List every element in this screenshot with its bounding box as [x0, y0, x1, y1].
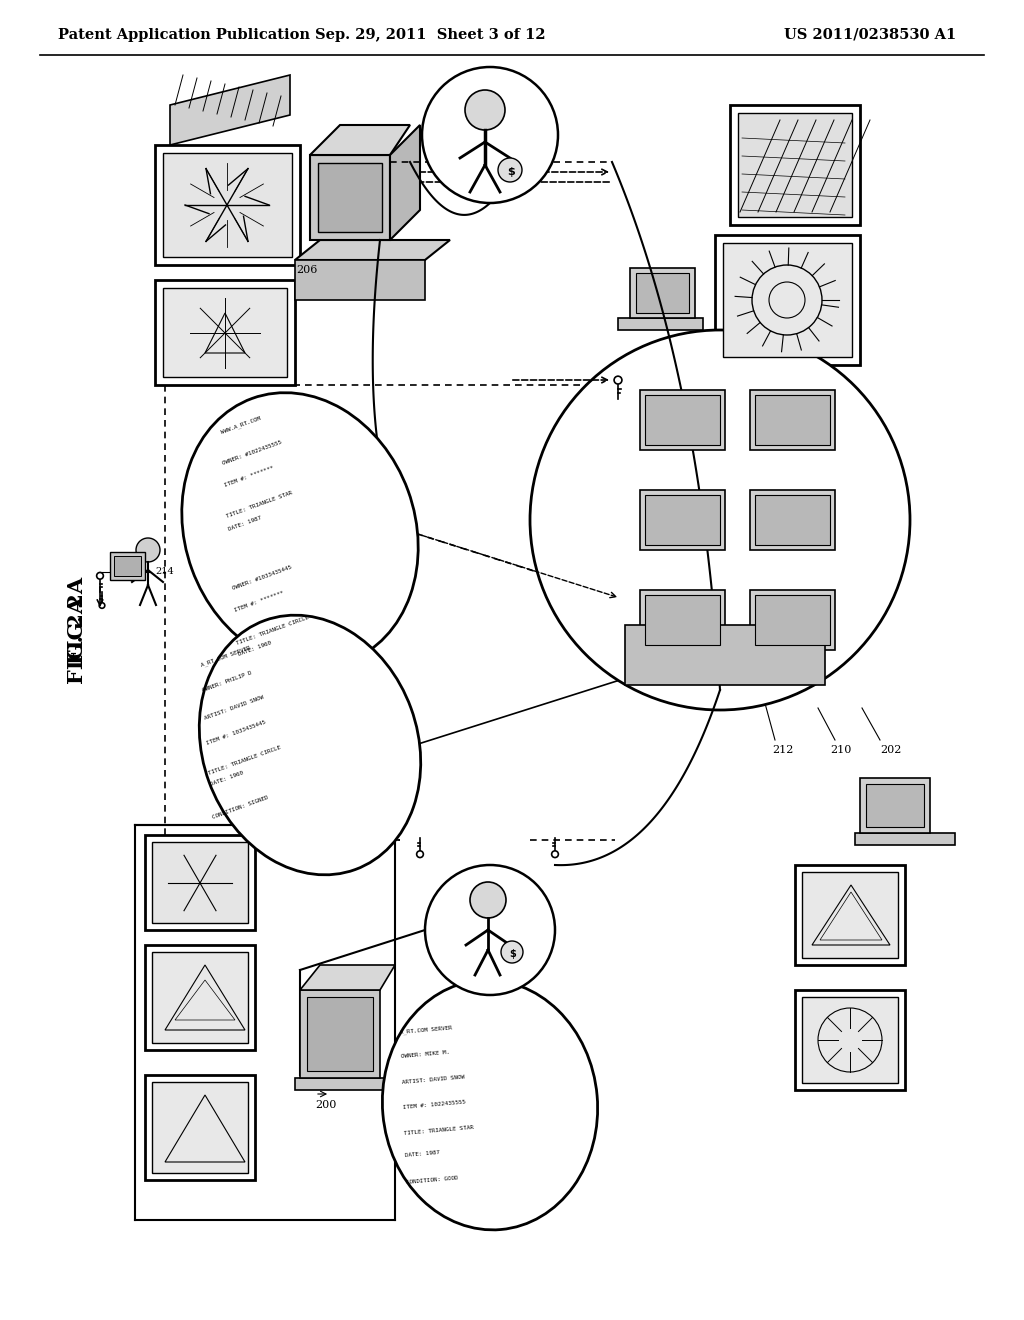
Bar [145, 1074, 255, 1180]
Text: 202: 202 [880, 744, 901, 755]
Bar [155, 145, 300, 265]
Text: OWNER: PHILIP D: OWNER: PHILIP D [202, 671, 253, 693]
Text: 210: 210 [830, 744, 851, 755]
Text: DATE: 1960: DATE: 1960 [238, 640, 272, 656]
Text: OWNER: #1033435445: OWNER: #1033435445 [232, 565, 293, 591]
Bar [163, 153, 292, 257]
Text: ITEM #: 1022435555: ITEM #: 1022435555 [403, 1100, 466, 1110]
Text: CONDITION: SIGNED: CONDITION: SIGNED [212, 795, 269, 820]
Circle shape [498, 158, 522, 182]
Text: ITEM #: *******: ITEM #: ******* [234, 590, 285, 612]
Bar [730, 106, 860, 224]
Bar [645, 495, 720, 545]
Bar [645, 395, 720, 445]
Circle shape [465, 90, 505, 129]
Polygon shape [300, 965, 395, 990]
Bar [750, 389, 835, 450]
Polygon shape [295, 240, 450, 260]
Text: FIG. 2A: FIG. 2A [67, 577, 87, 664]
Text: TITLE: TRIANGLE CIRCLE: TITLE: TRIANGLE CIRCLE [236, 615, 310, 645]
Polygon shape [307, 997, 373, 1071]
Text: DATE: 1987: DATE: 1987 [228, 515, 262, 532]
Bar [155, 280, 295, 385]
Text: FIG. 2A: FIG. 2A [67, 597, 87, 684]
Bar [755, 495, 830, 545]
Circle shape [501, 941, 523, 964]
Bar [618, 318, 703, 330]
Bar [750, 490, 835, 550]
Text: TITLE: TRIANGLE STAR: TITLE: TRIANGLE STAR [226, 490, 294, 519]
Text: 214: 214 [155, 568, 174, 577]
Bar [645, 595, 720, 645]
Circle shape [425, 865, 555, 995]
Bar [750, 590, 835, 649]
Bar [640, 490, 725, 550]
Polygon shape [300, 990, 380, 1078]
Bar [802, 997, 898, 1082]
Bar [860, 777, 930, 833]
Text: TITLE: TRIANGLE STAR: TITLE: TRIANGLE STAR [404, 1125, 474, 1137]
Polygon shape [170, 75, 290, 145]
Text: Sep. 29, 2011  Sheet 3 of 12: Sep. 29, 2011 Sheet 3 of 12 [314, 28, 546, 42]
Text: CONDITION: GOOD: CONDITION: GOOD [406, 1175, 459, 1184]
Bar [110, 552, 145, 579]
Text: 206: 206 [296, 265, 317, 275]
Bar [163, 288, 287, 378]
Text: 212: 212 [772, 744, 794, 755]
Circle shape [136, 539, 160, 562]
Ellipse shape [182, 392, 418, 668]
Text: Patent Application Publication: Patent Application Publication [58, 28, 310, 42]
Bar [636, 273, 689, 313]
Polygon shape [390, 125, 420, 240]
Bar [755, 395, 830, 445]
Text: ITEM #: 1033435445: ITEM #: 1033435445 [206, 719, 267, 746]
Bar [145, 945, 255, 1049]
Bar [630, 268, 695, 318]
Bar [802, 873, 898, 958]
Text: $: $ [507, 168, 515, 177]
Bar [114, 556, 141, 576]
Text: A_RT.COM SERVER: A_RT.COM SERVER [400, 1026, 453, 1035]
Bar [715, 235, 860, 366]
Text: DATE: 1987: DATE: 1987 [406, 1150, 440, 1158]
Bar [795, 865, 905, 965]
Bar [295, 260, 425, 300]
Polygon shape [318, 162, 382, 232]
Text: ITEM #: *******: ITEM #: ******* [224, 465, 275, 487]
Text: A_RT.COM SERVER: A_RT.COM SERVER [200, 645, 251, 668]
Text: 204: 204 [640, 414, 662, 425]
Text: $: $ [509, 949, 516, 960]
Bar [755, 595, 830, 645]
Bar [640, 590, 725, 649]
Text: DATE: 1960: DATE: 1960 [210, 770, 245, 787]
Bar [640, 389, 725, 450]
Bar [152, 842, 248, 923]
Text: US 2011/0238530 A1: US 2011/0238530 A1 [784, 28, 956, 42]
Text: ARTIST: DAVID SNOW: ARTIST: DAVID SNOW [402, 1074, 465, 1085]
Text: TITLE: TRIANGLE CIRCLE: TITLE: TRIANGLE CIRCLE [208, 744, 282, 776]
Polygon shape [310, 154, 390, 240]
Text: ARTIST: DAVID SNOW: ARTIST: DAVID SNOW [204, 696, 265, 721]
Polygon shape [310, 125, 410, 154]
Bar [738, 114, 852, 216]
Bar [145, 836, 255, 931]
Circle shape [422, 67, 558, 203]
Bar [855, 833, 955, 845]
Bar [866, 784, 924, 828]
Circle shape [530, 330, 910, 710]
Bar [795, 990, 905, 1090]
Circle shape [470, 882, 506, 917]
Bar [295, 1078, 395, 1090]
Ellipse shape [200, 615, 421, 875]
Text: OWNER: #1022435555: OWNER: #1022435555 [222, 440, 283, 466]
Text: 200: 200 [315, 1100, 336, 1110]
Bar [152, 1082, 248, 1173]
Bar [625, 624, 825, 685]
Ellipse shape [382, 981, 598, 1230]
Text: OWNER: MIKE M.: OWNER: MIKE M. [401, 1049, 451, 1059]
Text: WWW.A_RT.COM: WWW.A_RT.COM [220, 414, 261, 434]
Bar [723, 243, 852, 356]
Bar [152, 952, 248, 1043]
